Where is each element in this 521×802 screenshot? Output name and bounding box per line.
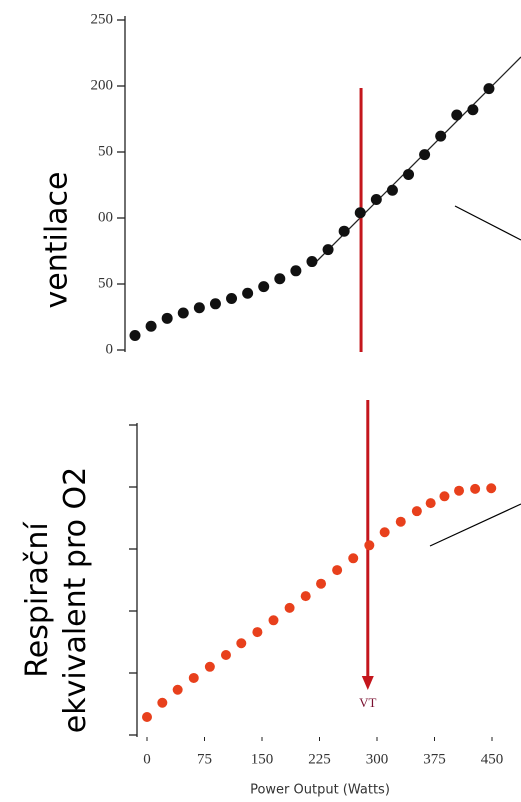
point xyxy=(252,627,263,638)
y-tick-label: 0 xyxy=(106,341,114,357)
point xyxy=(439,491,450,502)
x-tick-label: 300 xyxy=(366,751,389,767)
y-tick-label: 50 xyxy=(98,143,113,159)
point xyxy=(306,256,318,268)
point xyxy=(242,287,254,299)
x-tick-label: 225 xyxy=(308,751,331,767)
point xyxy=(435,130,447,142)
point xyxy=(354,207,366,219)
threshold-arrow xyxy=(361,676,374,690)
point xyxy=(188,672,199,683)
y-tick-label: 250 xyxy=(91,11,114,27)
point xyxy=(395,516,406,527)
x-tick-label: 150 xyxy=(251,751,274,767)
y-tick-label: 00 xyxy=(98,209,113,225)
point xyxy=(379,527,390,538)
point xyxy=(364,540,375,551)
decor-line xyxy=(429,503,521,547)
x-tick-label: 450 xyxy=(481,751,504,767)
point xyxy=(284,602,295,613)
point xyxy=(161,312,173,324)
point xyxy=(411,506,422,517)
point xyxy=(322,244,334,256)
point xyxy=(258,281,270,293)
y-tick-label: 50 xyxy=(98,275,113,291)
x-tick-label: 0 xyxy=(143,751,151,767)
point xyxy=(204,661,215,672)
point xyxy=(300,591,311,602)
y-axis-label: Respirační ekvivalent pro O2 xyxy=(20,467,93,733)
point xyxy=(209,298,221,310)
point xyxy=(157,697,168,708)
point xyxy=(226,293,238,305)
point xyxy=(268,615,279,626)
point xyxy=(370,194,382,206)
point xyxy=(172,684,183,695)
point xyxy=(348,553,359,564)
point xyxy=(316,578,327,589)
point xyxy=(454,485,465,496)
point xyxy=(332,565,343,576)
x-axis-label: Power Output (Watts) xyxy=(250,783,390,798)
point xyxy=(177,307,189,319)
point xyxy=(145,320,157,332)
x-tick-label: 75 xyxy=(197,751,212,767)
point xyxy=(193,302,205,314)
point xyxy=(483,83,495,95)
decor-line xyxy=(454,205,521,241)
point xyxy=(419,149,431,161)
point xyxy=(274,273,286,285)
y-tick-label: 200 xyxy=(91,77,114,93)
point xyxy=(220,650,231,661)
threshold-label: VT xyxy=(359,695,376,710)
point xyxy=(142,712,152,723)
point xyxy=(486,483,497,494)
point xyxy=(386,184,398,196)
point xyxy=(451,109,463,121)
point xyxy=(290,265,302,277)
point xyxy=(129,329,141,341)
point xyxy=(470,483,481,494)
x-tick-label: 375 xyxy=(423,751,446,767)
point xyxy=(338,225,350,237)
point xyxy=(236,638,247,649)
y-axis-label: ventilace xyxy=(40,172,75,309)
point xyxy=(467,104,479,116)
point xyxy=(403,168,415,180)
point xyxy=(425,498,436,509)
